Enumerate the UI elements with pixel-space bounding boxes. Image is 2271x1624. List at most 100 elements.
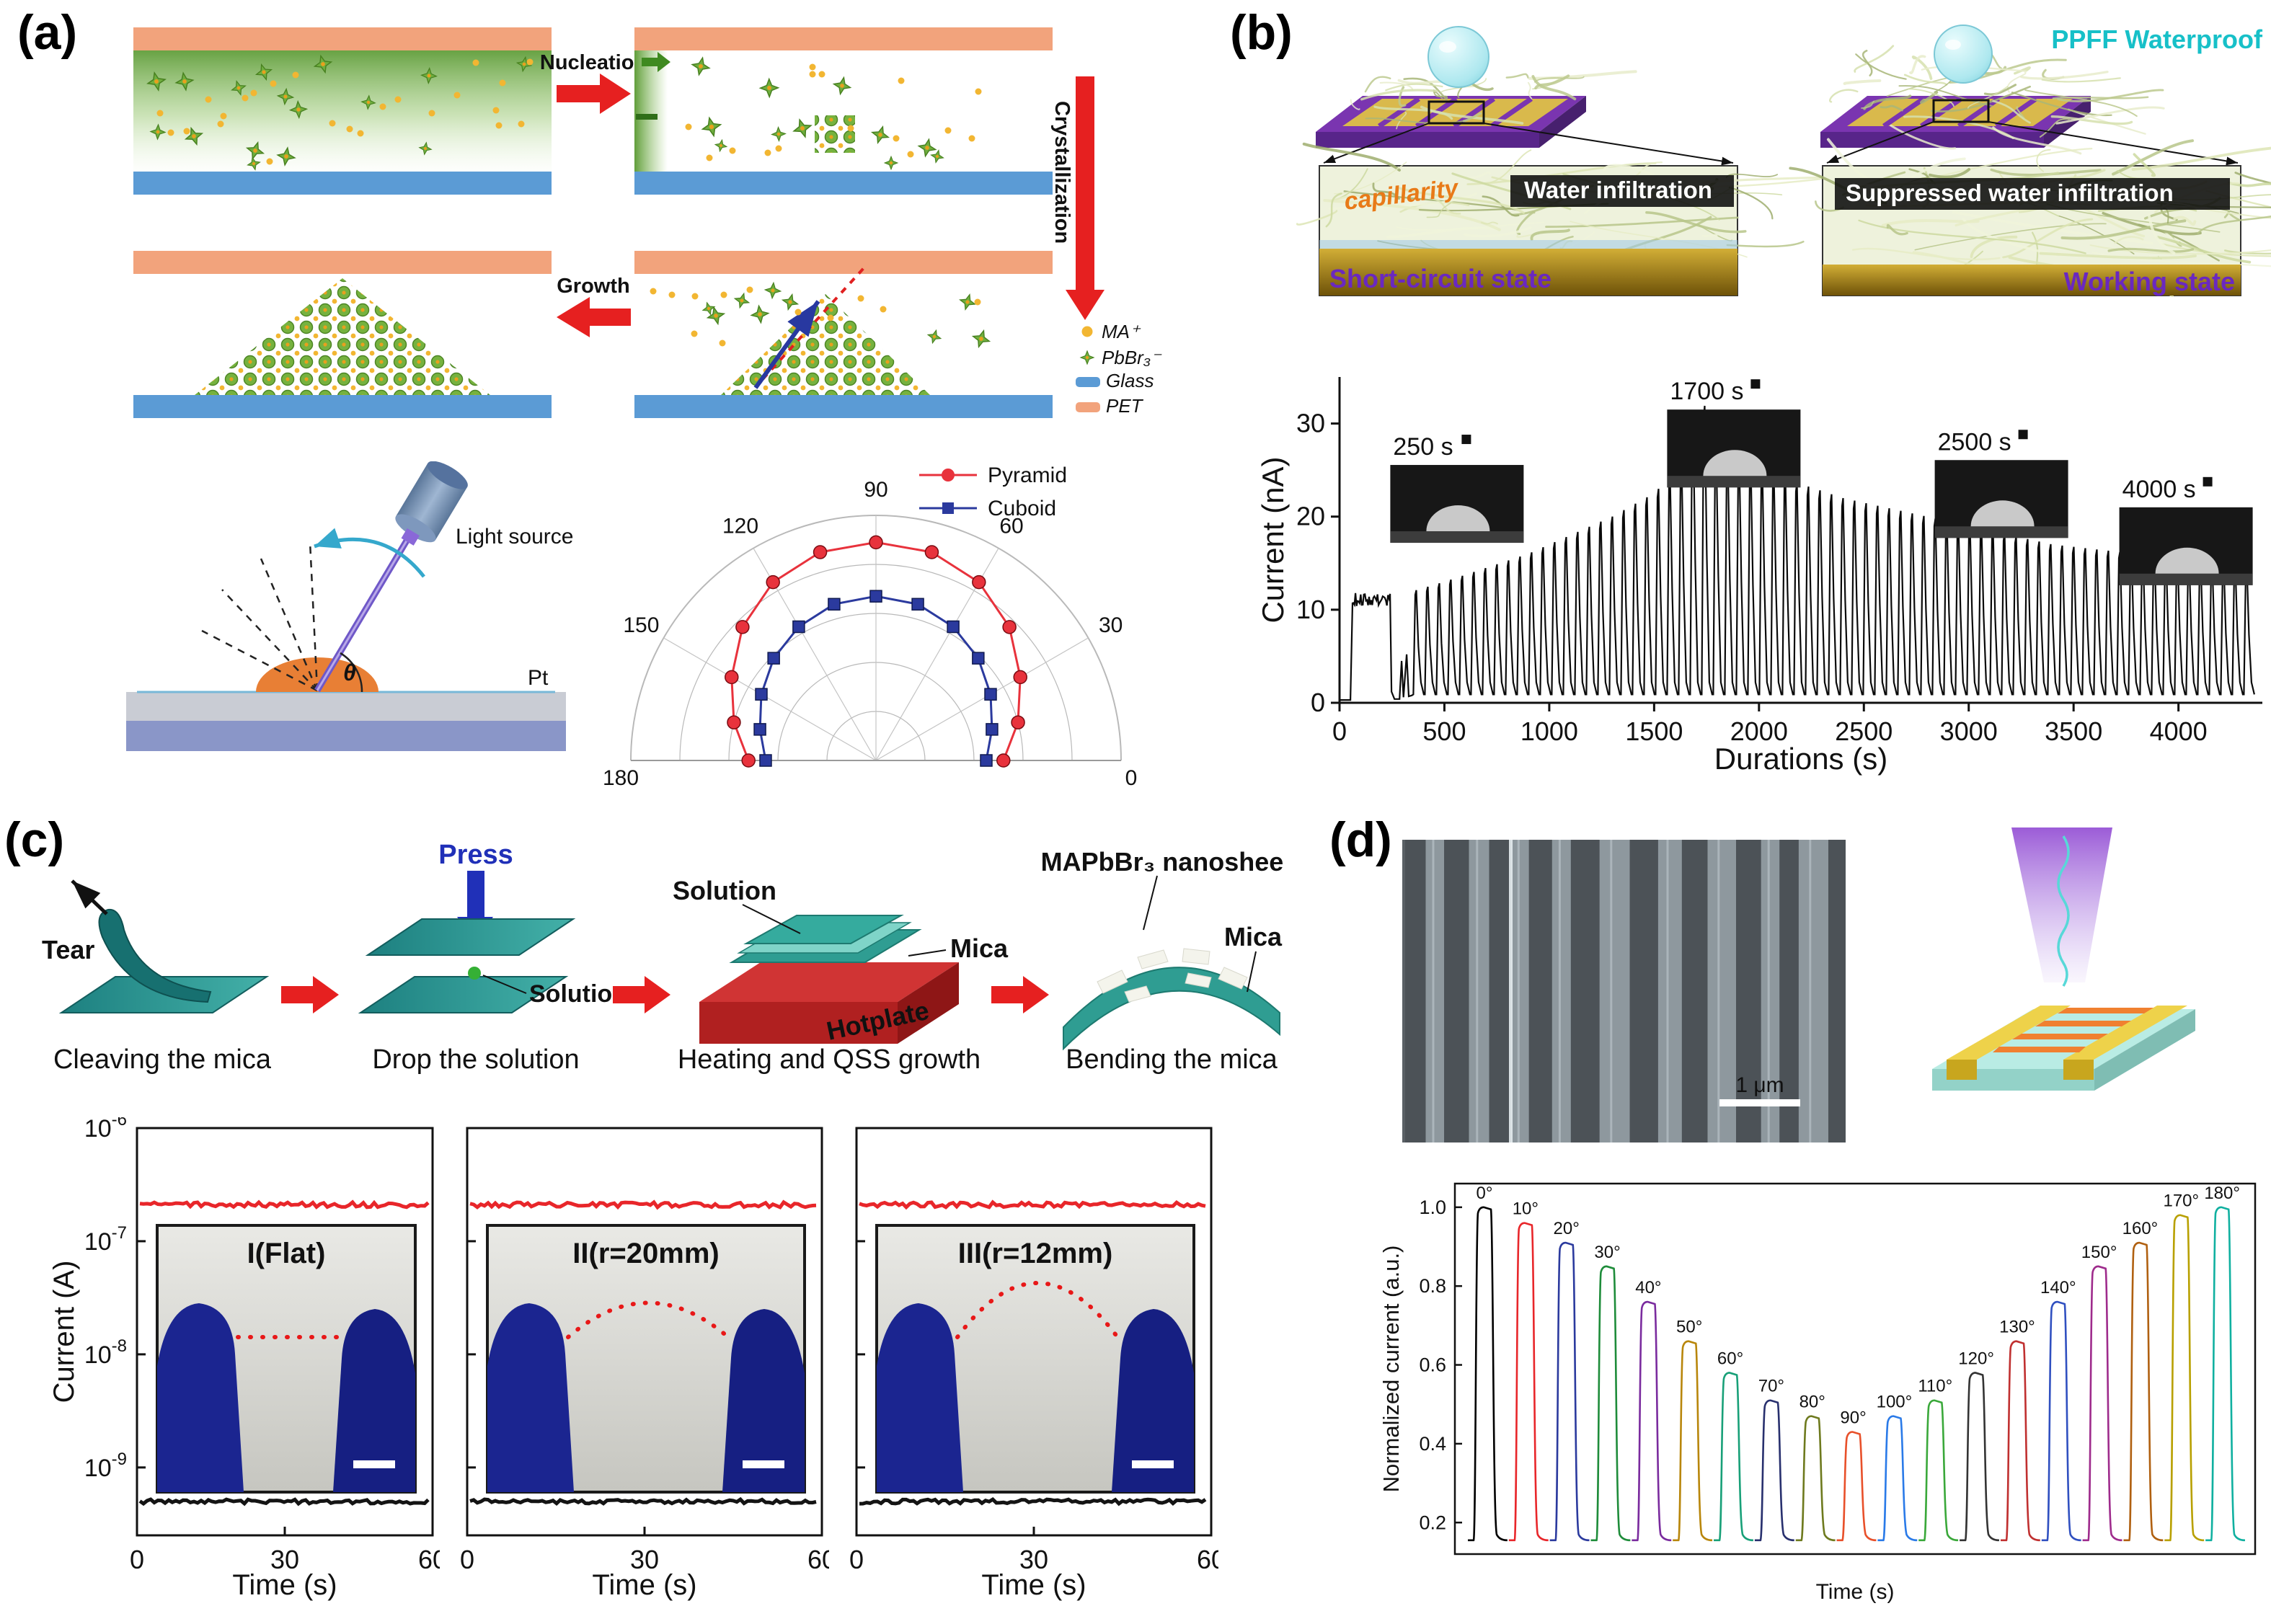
svg-text:Durations (s): Durations (s) — [1714, 742, 1887, 776]
svg-text:Pyramid: Pyramid — [988, 463, 1067, 487]
c-step-drop: Press Solution Drop the solution — [358, 840, 627, 1075]
zoom-region-box — [1427, 100, 1485, 125]
mica-bend-label: Mica — [1224, 922, 1283, 951]
d-pulse — [1918, 1399, 1959, 1542]
red-arrow-1 — [281, 976, 339, 1013]
theta-label: θ — [343, 660, 356, 685]
a-legend: MA⁺ PbBr₃⁻ Glass PET — [1076, 321, 1162, 417]
d-pulse-angle-label: 30° — [1594, 1243, 1620, 1262]
tear-label: Tear — [42, 935, 94, 964]
sem-scalebar — [1719, 1099, 1800, 1106]
svg-text:1000: 1000 — [1520, 716, 1578, 746]
d-pulse-angle-label: 170° — [2163, 1192, 2199, 1211]
pet-symbol — [1076, 402, 1100, 412]
growth-label: Growth — [557, 275, 630, 298]
theta-arc — [340, 652, 363, 693]
a-box-grown — [133, 251, 552, 418]
d-pulse-angle-label: 100° — [1877, 1393, 1913, 1412]
b-inset-label: 4000 s — [2122, 476, 2196, 503]
svg-text:1.0: 1.0 — [1419, 1197, 1446, 1218]
a-box-nucleation — [634, 27, 1053, 195]
b-inset-label: 1700 s — [1670, 378, 1743, 405]
c-inset-label: I(Flat) — [247, 1238, 326, 1269]
svg-text:0: 0 — [130, 1545, 144, 1574]
caption-drop: Drop the solution — [372, 1044, 579, 1075]
d-pulse — [1754, 1399, 1794, 1542]
b-zoom-right: Suppressed water infiltration Working st… — [1789, 138, 2271, 298]
svg-text:10: 10 — [1296, 595, 1325, 624]
d-pulse — [1836, 1431, 1877, 1542]
panel-a-light-diagram: θ Light source Pt — [126, 461, 573, 751]
c-step-heat: Hotplate Solution Mica Heating and QSS g… — [673, 876, 1009, 1075]
svg-text:1500: 1500 — [1625, 716, 1683, 746]
water-droplet — [1427, 26, 1489, 88]
d-chart-axes: 0.2 0.4 0.6 0.8 1.0 Time (s) Normalized curren… — [1378, 1182, 2257, 1604]
d-pulse-angle-label: 40° — [1635, 1278, 1661, 1297]
svg-text:20: 20 — [1296, 502, 1325, 531]
d-pulse-angle-label: 20° — [1554, 1219, 1580, 1238]
svg-text:4000: 4000 — [2150, 716, 2208, 746]
water-droplet — [1934, 25, 1993, 84]
a-box-growing — [634, 251, 1053, 418]
rotation-arrow — [314, 528, 425, 578]
b-current-trace — [1340, 405, 2255, 701]
c-chart-0: 0 30 60 Time (s) 10-6 10-7 10-8 10-9 Current (A)… — [50, 1117, 440, 1601]
svg-text:Time (s): Time (s) — [232, 1569, 337, 1601]
gold-electrode-right — [2063, 1006, 2187, 1060]
svg-text:Time (s): Time (s) — [592, 1569, 696, 1601]
svg-text:60: 60 — [807, 1545, 829, 1574]
light-source-label: Light source — [456, 525, 573, 549]
green-arrow — [642, 52, 670, 72]
svg-text:Time (s): Time (s) — [981, 1569, 1086, 1601]
caption-cleave: Cleaving the mica — [53, 1044, 272, 1075]
svg-text:30: 30 — [270, 1545, 299, 1574]
nanosheets-label: MAPbBr₃ nanosheets — [1041, 847, 1283, 877]
d-pulse-angle-label: 70° — [1758, 1377, 1784, 1396]
d-pulse-angle-label: 0° — [1477, 1184, 1493, 1203]
panel-d-device-schematic — [1932, 827, 2195, 1091]
svg-text:10-7: 10-7 — [84, 1223, 127, 1256]
d-pulse-angle-label: 180° — [2204, 1184, 2240, 1203]
svg-text:2500: 2500 — [1835, 716, 1892, 746]
svg-text:10-6: 10-6 — [84, 1117, 127, 1142]
svg-text:Current (nA): Current (nA) — [1256, 456, 1290, 623]
red-arrow-2 — [613, 976, 670, 1013]
svg-text:0.2: 0.2 — [1419, 1512, 1446, 1533]
svg-text:180: 180 — [603, 766, 639, 790]
d-pulse-angle-label: 120° — [1958, 1349, 1994, 1368]
ppff-waterproof-label: PPFF Waterproof — [2051, 25, 2263, 54]
d-pulse — [1468, 1206, 1508, 1542]
solution-drop-label: Solution — [529, 980, 627, 1008]
svg-text:10-9: 10-9 — [84, 1450, 127, 1482]
d-pulse — [1795, 1415, 1836, 1542]
svg-text:3000: 3000 — [1940, 716, 1998, 746]
d-pulse-angle-label: 140° — [2040, 1278, 2076, 1297]
b-chart-axes: 0 500 1000 1500 2000 2500 3000 3500 4000 0 10 20 30 D… — [1256, 377, 2262, 776]
pbbr-symbol — [1080, 350, 1094, 365]
ma-label: MA⁺ — [1102, 321, 1141, 342]
light-wave — [2057, 835, 2070, 987]
seed-crystal — [815, 115, 855, 153]
perovskite-stripe — [1993, 1047, 2086, 1052]
gold-electrodes — [1342, 99, 1568, 126]
b-zoom-left: capillarity Water infiltration Short-cir… — [1296, 142, 1911, 296]
svg-text:Current (A): Current (A) — [50, 1261, 80, 1403]
perovskite-stripe — [2058, 1008, 2153, 1013]
svg-text:30: 30 — [1296, 409, 1325, 438]
panel-a-schematic: Nucleation Crystallization Growth — [133, 27, 1162, 418]
perovskite-stripe — [2012, 1034, 2108, 1039]
svg-text:Normalized current (a.u.): Normalized current (a.u.) — [1378, 1246, 1404, 1493]
red-arrow-3 — [991, 976, 1049, 1013]
svg-text:0: 0 — [1332, 716, 1347, 746]
d-pulse-angle-label: 130° — [1999, 1318, 2035, 1337]
svg-text:120: 120 — [722, 514, 758, 538]
svg-text:Cuboid: Cuboid — [988, 497, 1056, 520]
d-pulse — [1960, 1372, 1999, 1542]
svg-text:60: 60 — [418, 1545, 440, 1574]
d-pulse — [2082, 1265, 2122, 1542]
svg-text:500: 500 — [1422, 716, 1466, 746]
full-pyramid — [195, 278, 490, 395]
sem-scalebar-label: 1 μm — [1735, 1073, 1784, 1097]
panel-b-chart: 0 500 1000 1500 2000 2500 3000 3500 4000 0 10 20 30 D… — [1256, 377, 2262, 776]
